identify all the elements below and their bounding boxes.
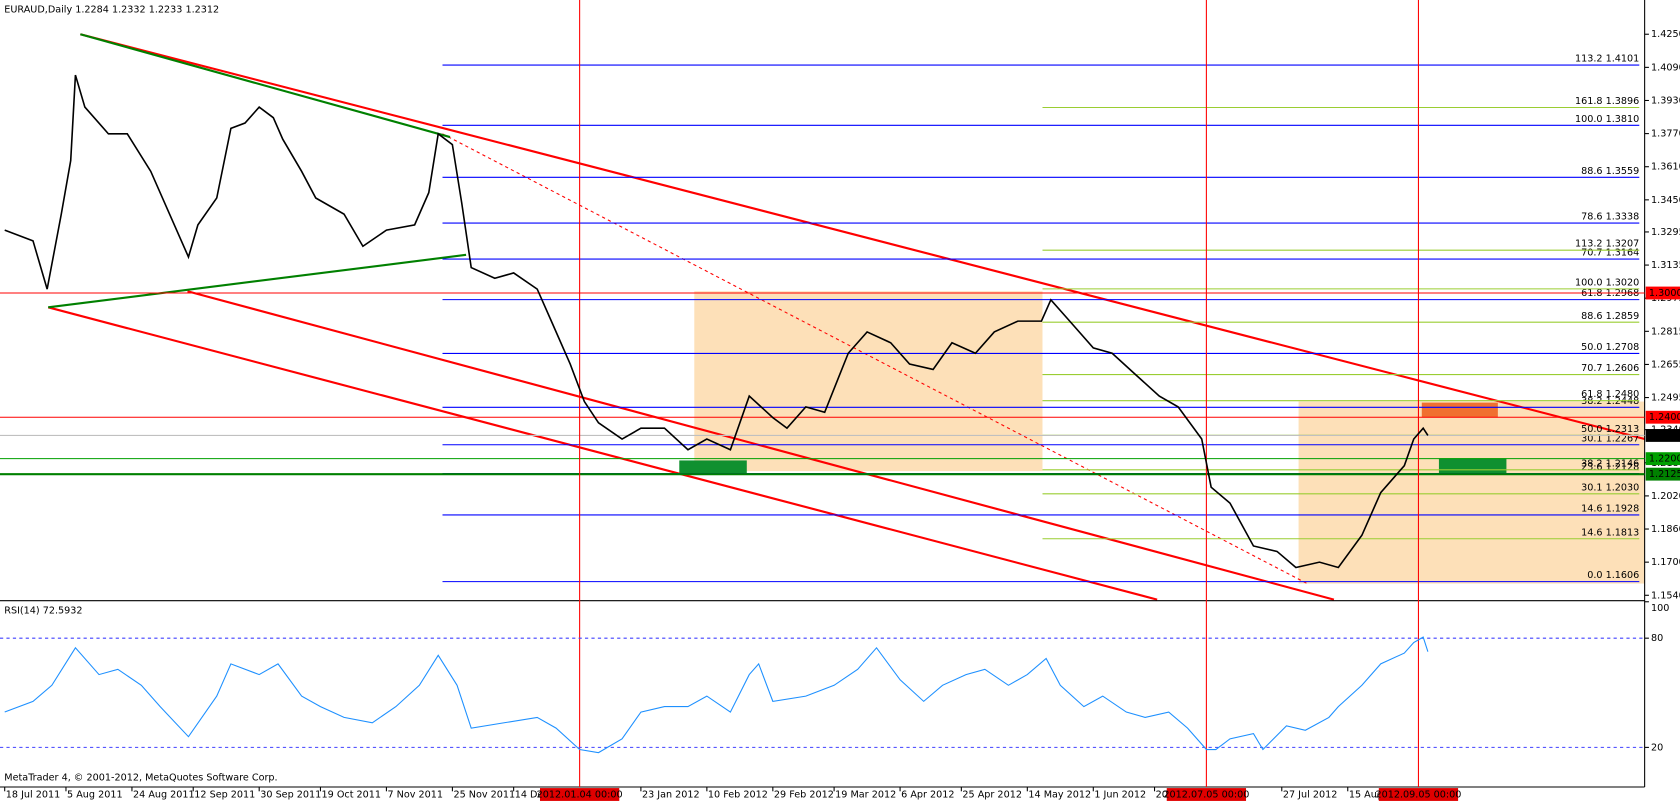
y-tick-label: 1.3295 [1651,227,1680,238]
fib-label: 100.0 1.3020 [1575,277,1639,288]
rsi-tick-label: 20 [1651,742,1663,753]
fib-label: 70.7 1.2606 [1581,363,1639,374]
fib-label: 50.0 1.2313 [1581,424,1639,435]
x-tick-label: 7 Nov 2011 [387,790,443,801]
orange-zone [1421,402,1498,418]
x-tick-label: 18 Jul 2011 [6,790,61,801]
x-tick-label: 29 Feb 2012 [774,790,834,801]
green-trend [48,253,467,309]
y-tick-label: 1.1860 [1651,524,1680,535]
level-box [1645,286,1680,300]
vline-label-box [1378,788,1459,801]
y-tick-label: 1.2020 [1651,491,1680,502]
fib-label: 30.1 1.2267 [1581,433,1639,444]
level-box [1645,467,1680,481]
fib-label: 88.6 1.2859 [1581,311,1639,322]
footer: MetaTrader 4, © 2001-2012, MetaQuotes So… [4,772,277,783]
shaded-zone [1298,401,1645,584]
x-tick-label: 27 Jul 2012 [1283,790,1338,801]
y-tick-label: 1.1540 [1651,590,1680,601]
fib-label: 88.6 1.3559 [1581,166,1639,177]
level-label: 1.3000 [1649,288,1680,299]
level-label: 1.2200 [1649,454,1680,465]
fib-label: 0.0 1.1606 [1587,570,1639,581]
x-tick-label: 14 May 2012 [1028,790,1091,801]
y-tick-label: 1.3135 [1651,260,1680,271]
fib-label: 61.8 1.2968 [1581,288,1639,299]
fib-label: 23.6 1.2128 [1581,462,1639,473]
x-tick-label: 10 Feb 2012 [708,790,768,801]
chart-title: EURAUD,Daily 1.2284 1.2332 1.2233 1.2312 [4,5,219,16]
fib-label: 38.2 1.2146 [1581,458,1639,469]
rsi-tick-label: 80 [1651,633,1663,644]
fib-label: 113.2 1.3207 [1575,239,1639,250]
fib-label: 161.8 1.3896 [1575,96,1639,107]
x-tick-label: 19 Mar 2012 [835,790,896,801]
fib-label: 61.8 1.2480 [1581,389,1639,400]
y-tick-label: 1.3450 [1651,195,1680,206]
vline-label-box [1166,788,1247,801]
level-box [1645,452,1680,466]
shaded-zone [694,291,1043,472]
y-tick-label: 1.2815 [1651,326,1680,337]
rsi-tick-label: 100 [1651,603,1669,614]
y-tick-label: 1.1700 [1651,557,1680,568]
x-tick-label: 25 Nov 2011 [453,790,515,801]
fib-label: 113.2 1.4101 [1575,54,1639,65]
fib-label: 70.7 1.3164 [1581,248,1639,259]
fib-label: 50.0 1.2708 [1581,342,1639,353]
trend-line [187,290,1335,601]
level-box [1645,429,1680,442]
trend-line [80,33,1645,441]
level-label: 1.2125 [1649,469,1680,480]
trend-line [47,306,1158,601]
level-label: 1.2400 [1649,412,1680,423]
fib-label: 100.0 1.3810 [1575,114,1639,125]
fib-label: 30.1 1.2030 [1581,482,1639,493]
level-box [1645,410,1680,424]
x-tick-label: 12 Sep 2011 [194,790,255,801]
series-line [4,636,1429,754]
y-tick-label: 1.2655 [1651,359,1680,370]
y-tick-label: 1.2495 [1651,393,1680,404]
dashed-trend [442,133,1308,585]
fib-label: 38.2 1.2448 [1581,396,1639,407]
green-zone [679,460,747,475]
fib-label: 14.6 1.1928 [1581,504,1639,515]
x-tick-label: 24 Aug 2011 [133,790,195,801]
x-tick-label: 30 Sep 2011 [260,790,321,801]
level-label: 1.2312 [1649,430,1680,441]
x-tick-label: 6 Apr 2012 [901,790,954,801]
y-tick-label: 1.3930 [1651,95,1680,106]
series-line [4,74,1429,569]
x-tick-label: 5 Aug 2011 [67,790,123,801]
fib-label: 14.6 1.1813 [1581,527,1639,538]
x-tick-label: 1 Jun 2012 [1094,790,1146,801]
x-tick-label: 19 Oct 2011 [322,790,382,801]
vline-label: 2012.07.05 00:00 [1163,790,1249,801]
x-tick-label: 23 Jan 2012 [642,790,700,801]
y-tick-label: 1.4090 [1651,62,1680,73]
y-tick-label: 1.4250 [1651,29,1680,40]
y-tick-label: 1.3610 [1651,162,1680,173]
vline-label-box [539,788,620,801]
green-zone [1438,458,1507,474]
vline-label: 2012.09.05 00:00 [1375,790,1461,801]
fib-label: 78.6 1.3338 [1581,212,1639,223]
vline-label: 2012.01.04 00:00 [537,790,623,801]
rsi-title: RSI(14) 72.5932 [4,605,82,616]
y-tick-label: 1.3770 [1651,129,1680,140]
x-tick-label: 25 Apr 2012 [962,790,1022,801]
green-trend [80,33,451,139]
